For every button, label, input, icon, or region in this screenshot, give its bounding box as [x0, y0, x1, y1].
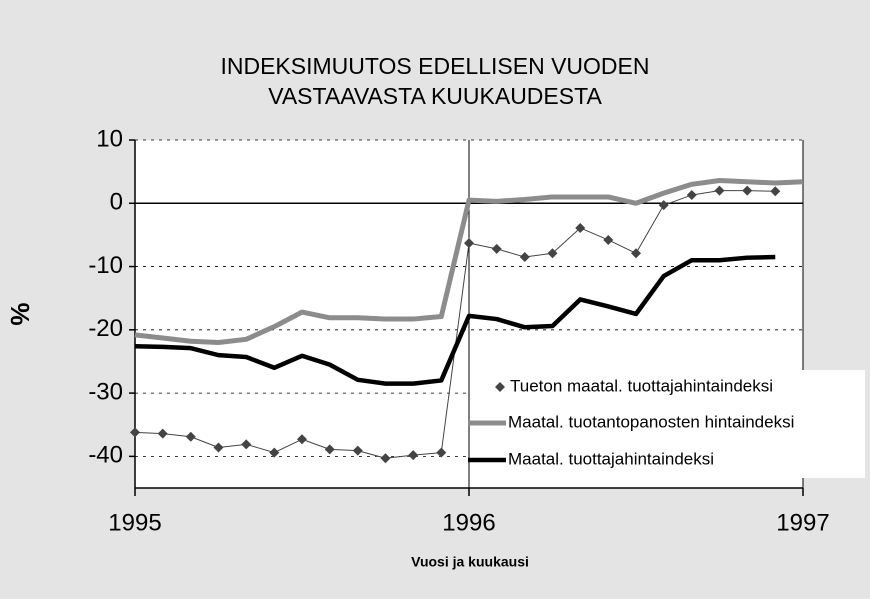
marker	[686, 190, 697, 201]
x-axis-label: Vuosi ja kuukausi	[411, 554, 529, 570]
x-tick-label: 1996	[442, 509, 495, 536]
marker	[380, 453, 391, 464]
marker	[547, 248, 558, 259]
marker	[185, 431, 196, 442]
legend-label: Maatal. tuottajahintaindeksi	[508, 449, 714, 468]
chart-title: INDEKSIMUUTOS EDELLISEN VUODEN	[220, 53, 649, 79]
marker	[519, 252, 530, 263]
marker	[436, 447, 447, 458]
marker	[408, 450, 419, 461]
y-tick-label: -40	[88, 442, 123, 469]
marker	[352, 445, 363, 456]
legend-label: Maatal. tuotantopanosten hintaindeksi	[508, 412, 794, 431]
marker	[464, 238, 474, 249]
y-tick-label: 0	[110, 189, 123, 216]
marker	[714, 185, 725, 196]
marker	[658, 200, 669, 211]
marker	[742, 185, 753, 196]
marker	[241, 439, 252, 450]
y-tick-label: -30	[88, 378, 123, 405]
x-tick-label: 1997	[776, 509, 829, 536]
marker	[324, 444, 335, 455]
series-line	[134, 177, 804, 345]
marker	[770, 186, 781, 197]
marker	[491, 243, 502, 254]
marker	[269, 447, 280, 458]
marker	[130, 427, 140, 438]
legend-item: Maatal. tuotantopanosten hintaindeksi	[468, 412, 794, 431]
marker	[157, 428, 168, 439]
y-tick-label: 10	[96, 125, 123, 152]
legend-label: Tueton maatal. tuottajahintaindeksi	[510, 376, 773, 395]
marker	[603, 234, 614, 245]
chart-title: VASTAAVASTA KUUKAUDESTA	[268, 83, 602, 109]
legend-box	[470, 370, 865, 478]
y-tick-label: -10	[88, 252, 123, 279]
marker	[213, 442, 224, 453]
x-tick-label: 1995	[108, 509, 161, 536]
legend-item: Tueton maatal. tuottajahintaindeksi	[495, 376, 773, 395]
legend-marker	[495, 382, 505, 392]
marker	[631, 248, 641, 259]
marker	[575, 222, 586, 233]
legend-item: Maatal. tuottajahintaindeksi	[468, 449, 714, 468]
series-line	[134, 254, 776, 386]
y-axis-label: %	[5, 302, 35, 325]
marker	[297, 434, 307, 445]
y-tick-label: -20	[88, 315, 123, 342]
